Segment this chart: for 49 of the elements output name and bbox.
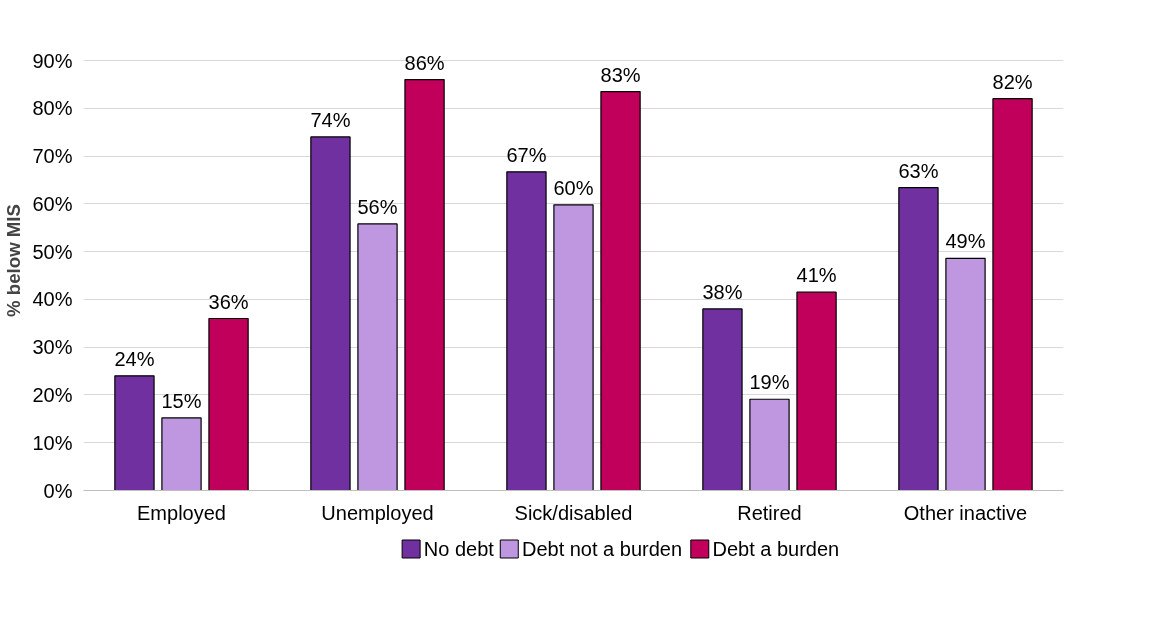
y-tick-label: 10% [32, 431, 73, 454]
legend-label: No debt [423, 538, 495, 560]
y-tick-label: 80% [32, 97, 73, 120]
data-label: 38% [702, 280, 743, 303]
y-tick-label: 30% [32, 336, 73, 359]
bar [796, 291, 837, 491]
x-tick-label: Other inactive [903, 501, 1028, 524]
y-tick-label: 50% [32, 240, 73, 263]
data-label: 36% [208, 290, 249, 313]
bar [404, 79, 445, 491]
legend-label: Debt a burden [712, 538, 840, 560]
bar [161, 417, 202, 491]
bar [553, 204, 594, 491]
y-tick-label: 0% [43, 479, 73, 502]
data-label: 41% [796, 264, 837, 287]
bar [945, 257, 986, 491]
y-tick-label: 90% [32, 49, 73, 72]
data-label: 56% [357, 195, 398, 218]
bar [898, 186, 939, 491]
data-label: 15% [161, 389, 202, 412]
x-tick-label: Sick/disabled [514, 501, 633, 524]
x-tick-label: Employed [137, 501, 226, 524]
data-label: 60% [553, 176, 594, 199]
data-label: 82% [992, 70, 1033, 93]
data-label: 63% [898, 159, 939, 182]
bar [992, 98, 1033, 491]
bar [702, 308, 743, 491]
bar [114, 375, 155, 491]
y-tick-label: 20% [32, 383, 73, 406]
bar [749, 398, 790, 491]
bar [357, 223, 398, 491]
data-label: 67% [506, 143, 547, 166]
y-tick-label: 60% [32, 192, 73, 215]
y-tick-label: 70% [32, 145, 73, 168]
y-tick-label: 40% [32, 288, 73, 311]
bar [208, 317, 249, 491]
x-tick-label: Retired [737, 501, 802, 524]
data-label: 49% [945, 230, 986, 253]
bar [506, 171, 547, 491]
data-label: 83% [600, 63, 641, 86]
data-label: 24% [114, 347, 155, 370]
data-label: 74% [310, 108, 351, 131]
bar [600, 90, 641, 491]
legend-label: Debt not a burden [521, 538, 683, 560]
data-label: 19% [749, 371, 790, 394]
y-axis-title: % below MIS [3, 203, 25, 317]
bar [310, 136, 351, 491]
data-label: 86% [404, 51, 445, 74]
x-tick-label: Unemployed [321, 501, 434, 524]
